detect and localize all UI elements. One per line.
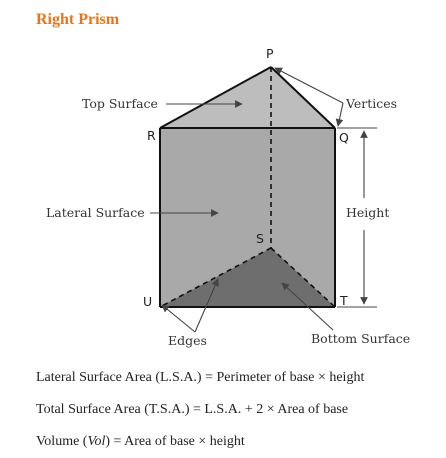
volume-formula-prefix: Volume ( bbox=[36, 434, 88, 449]
lateral-face bbox=[160, 128, 335, 307]
top-surface-label: Top Surface bbox=[82, 96, 158, 111]
volume-formula-suffix: ) = Area of base × height bbox=[105, 434, 245, 449]
vertex-r-label: R bbox=[147, 128, 156, 143]
volume-variable: Vol bbox=[87, 434, 106, 449]
prism-edges bbox=[159, 66, 336, 308]
volume-formula: Volume (Vol) = Area of base × height bbox=[36, 434, 245, 450]
hidden-edges bbox=[159, 67, 336, 308]
vertex-p-label: P bbox=[266, 46, 274, 61]
vertex-u-label: U bbox=[143, 294, 152, 309]
height-dimension bbox=[337, 127, 377, 308]
diagram-title: Right Prism bbox=[36, 11, 120, 28]
vertex-q-label: Q bbox=[339, 130, 349, 145]
pointer-arrows bbox=[150, 67, 344, 333]
lateral-surface-area-formula: Lateral Surface Area (L.S.A.) = Perimete… bbox=[36, 370, 365, 385]
total-surface-area-formula: Total Surface Area (T.S.A.) = L.S.A. + 2… bbox=[36, 402, 349, 417]
lateral-surface-label: Lateral Surface bbox=[46, 205, 145, 220]
bottom-surface-label: Bottom Surface bbox=[311, 331, 410, 346]
top-face bbox=[160, 67, 335, 128]
vertices-label: Vertices bbox=[345, 96, 397, 111]
vertex-s-label: S bbox=[256, 231, 264, 246]
edges-label: Edges bbox=[168, 333, 207, 348]
vertex-t-label: T bbox=[339, 293, 348, 308]
height-label: Height bbox=[346, 205, 389, 220]
